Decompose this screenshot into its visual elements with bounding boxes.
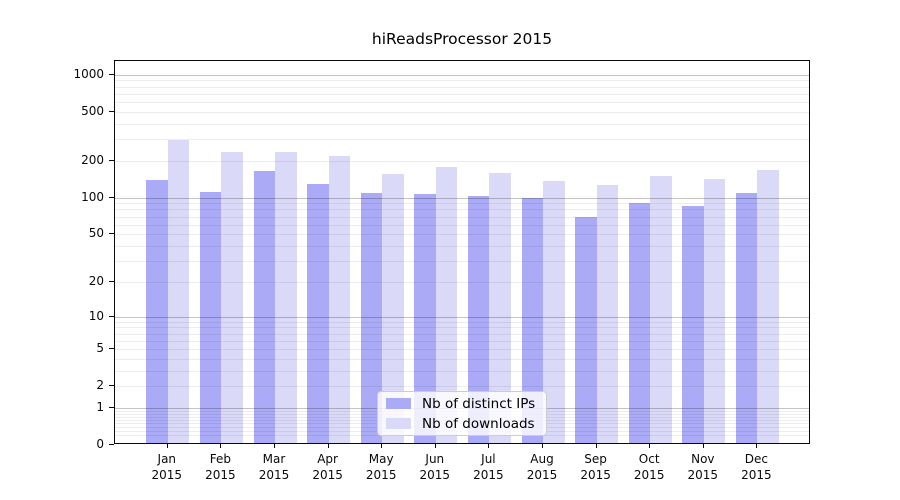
legend-item-downloads: Nb of downloads bbox=[386, 416, 538, 432]
x-tick-label-aug-2015: Aug 2015 bbox=[526, 452, 558, 482]
bar-feb-nb-of-distinct-ips bbox=[199, 191, 222, 443]
x-tick-mark-mar-2015 bbox=[274, 444, 275, 448]
y-tick-mark-50 bbox=[109, 233, 114, 235]
bar-jan-nb-of-distinct-ips bbox=[146, 179, 168, 443]
x-tick-mark-may-2015 bbox=[381, 444, 383, 448]
bar-mar-nb-of-distinct-ips bbox=[253, 171, 275, 443]
x-tick-mark-jul-2015 bbox=[488, 444, 490, 448]
y-tick-mark-0 bbox=[109, 444, 114, 445]
chart-title: hiReadsProcessor 2015 bbox=[371, 30, 553, 48]
y-tick-label-20: 20 bbox=[88, 273, 104, 288]
bar-dec-nb-of-downloads bbox=[757, 170, 779, 443]
x-tick-label-nov-2015: Nov 2015 bbox=[687, 452, 719, 482]
x-tick-label-mar-2015: Mar 2015 bbox=[258, 452, 290, 482]
y-tick-mark-5 bbox=[109, 347, 114, 349]
x-tick-mark-aug-2015 bbox=[542, 444, 543, 448]
bar-apr-nb-of-downloads bbox=[328, 156, 351, 443]
bar-aug-nb-of-distinct-ips bbox=[521, 197, 543, 443]
x-tick-label-jan-2015: Jan 2015 bbox=[151, 452, 183, 482]
x-tick-mark-feb-2015 bbox=[220, 444, 222, 448]
bar-dec-nb-of-distinct-ips bbox=[735, 192, 758, 443]
bar-nov-nb-of-distinct-ips bbox=[682, 206, 704, 443]
bar-jul-nb-of-downloads bbox=[489, 173, 511, 443]
gridline-minor bbox=[115, 160, 809, 162]
x-tick-label-sep-2015: Sep 2015 bbox=[580, 452, 611, 482]
legend-item-distinct-ips: Nb of distinct IPs bbox=[386, 396, 538, 412]
bar-sep-nb-of-downloads bbox=[596, 185, 619, 443]
y-tick-mark-2 bbox=[109, 385, 114, 387]
gridline-minor bbox=[115, 123, 809, 125]
x-tick-mark-sep-2015 bbox=[595, 444, 597, 448]
y-tick-mark-100 bbox=[109, 196, 114, 198]
y-tick-mark-1 bbox=[109, 406, 114, 408]
x-tick-label-dec-2015: Dec 2015 bbox=[741, 452, 772, 482]
x-tick-mark-oct-2015 bbox=[649, 444, 651, 448]
bar-jun-nb-of-downloads bbox=[435, 167, 458, 443]
gridline-minor bbox=[115, 111, 809, 113]
bar-may-nb-of-distinct-ips bbox=[360, 193, 383, 443]
x-tick-label-oct-2015: Oct 2015 bbox=[633, 452, 665, 482]
y-tick-label-100: 100 bbox=[81, 189, 104, 204]
bar-jun-nb-of-distinct-ips bbox=[414, 194, 436, 443]
legend-swatch-downloads bbox=[386, 418, 411, 429]
y-tick-label-2: 2 bbox=[96, 378, 104, 393]
bar-jul-nb-of-distinct-ips bbox=[467, 195, 490, 443]
y-tick-label-5: 5 bbox=[96, 340, 104, 355]
gridline-major bbox=[115, 74, 809, 76]
y-tick-label-10: 10 bbox=[88, 308, 104, 323]
bar-aug-nb-of-downloads bbox=[543, 181, 565, 443]
y-tick-label-200: 200 bbox=[81, 152, 104, 167]
x-tick-label-apr-2015: Apr 2015 bbox=[312, 452, 343, 482]
y-tick-mark-20 bbox=[109, 280, 114, 282]
x-tick-mark-dec-2015 bbox=[756, 444, 758, 448]
x-tick-mark-nov-2015 bbox=[702, 444, 704, 448]
legend: Nb of distinct IPs Nb of downloads bbox=[377, 391, 547, 436]
y-tick-label-1000: 1000 bbox=[73, 66, 104, 81]
gridline-minor bbox=[115, 80, 809, 82]
gridline-minor bbox=[115, 93, 809, 95]
x-tick-mark-jan-2015 bbox=[166, 444, 168, 448]
gridline-minor bbox=[115, 86, 809, 88]
bar-oct-nb-of-distinct-ips bbox=[628, 203, 651, 443]
gridline-minor bbox=[115, 139, 809, 141]
y-tick-mark-500 bbox=[109, 110, 114, 112]
x-tick-mark-apr-2015 bbox=[327, 444, 329, 448]
bar-sep-nb-of-distinct-ips bbox=[575, 216, 597, 443]
legend-swatch-distinct-ips bbox=[386, 398, 411, 409]
bar-may-nb-of-downloads bbox=[382, 174, 404, 443]
x-tick-label-jul-2015: Jul 2015 bbox=[473, 452, 504, 482]
x-tick-mark-jun-2015 bbox=[434, 444, 436, 448]
bar-jan-nb-of-downloads bbox=[167, 140, 190, 443]
x-tick-label-jun-2015: Jun 2015 bbox=[419, 452, 451, 482]
plot-area bbox=[114, 60, 810, 444]
y-tick-mark-200 bbox=[109, 159, 114, 161]
y-tick-label-500: 500 bbox=[81, 103, 104, 118]
bar-apr-nb-of-distinct-ips bbox=[307, 183, 329, 443]
bar-feb-nb-of-downloads bbox=[221, 152, 243, 443]
gridline-minor bbox=[115, 102, 809, 103]
y-tick-mark-1000 bbox=[109, 73, 114, 75]
bar-mar-nb-of-downloads bbox=[275, 151, 297, 443]
legend-label-downloads: Nb of downloads bbox=[422, 415, 535, 432]
plot-inner bbox=[115, 61, 809, 443]
y-tick-mark-10 bbox=[109, 315, 114, 317]
legend-label-distinct-ips: Nb of distinct IPs bbox=[422, 395, 536, 412]
bar-oct-nb-of-downloads bbox=[650, 176, 672, 443]
y-tick-label-0: 0 bbox=[96, 437, 104, 451]
x-tick-label-may-2015: May 2015 bbox=[365, 452, 397, 482]
y-tick-label-1: 1 bbox=[96, 399, 104, 414]
bar-nov-nb-of-downloads bbox=[703, 178, 726, 443]
y-tick-label-50: 50 bbox=[88, 226, 104, 241]
x-tick-label-feb-2015: Feb 2015 bbox=[205, 452, 236, 482]
